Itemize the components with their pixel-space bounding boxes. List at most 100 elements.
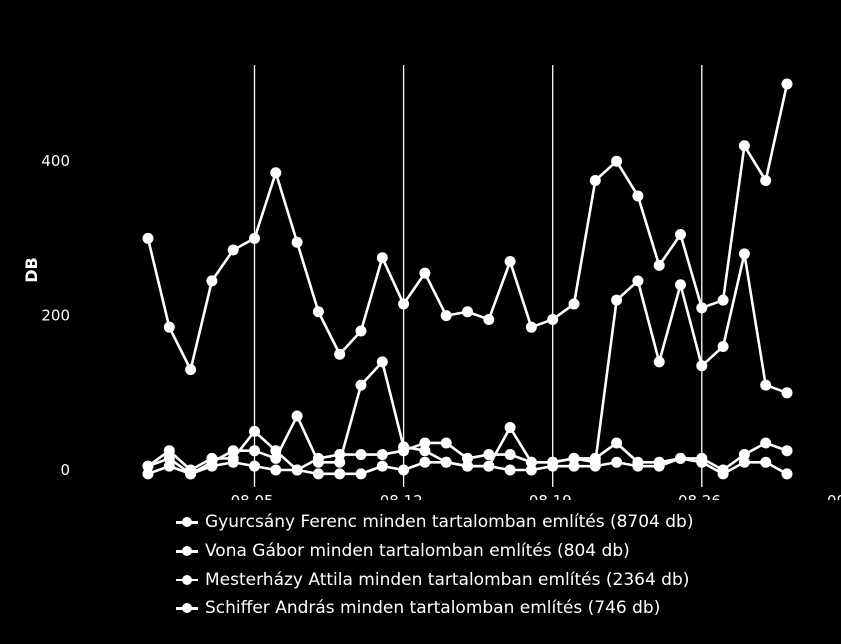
data-point: [675, 279, 686, 291]
y-axis-label: DB: [22, 257, 41, 282]
data-point: [142, 460, 154, 472]
data-point: [142, 232, 154, 244]
data-point: [483, 460, 495, 472]
data-point: [419, 437, 431, 449]
data-point: [291, 464, 303, 476]
legend-marker-icon: [176, 515, 198, 529]
x-tick-label: 08.05.: [231, 492, 279, 500]
data-point: [270, 167, 282, 179]
data-point: [312, 456, 324, 468]
data-point: [525, 456, 537, 468]
data-point: [525, 464, 537, 476]
line-chart: 08.05. 08.12. 08.19. 08.26. 09.02. 0 200 400 DB: [22, 65, 841, 510]
data-point: [781, 445, 793, 457]
data-point: [185, 468, 197, 480]
data-point: [376, 356, 388, 368]
data-point: [440, 456, 452, 468]
data-point: [227, 244, 239, 256]
data-point: [696, 456, 708, 468]
data-point: [760, 437, 772, 449]
data-point: [334, 468, 346, 480]
legend-marker-icon: [176, 573, 198, 587]
data-point: [163, 445, 175, 457]
data-point: [611, 456, 623, 468]
data-point: [717, 468, 729, 480]
data-point: [249, 232, 260, 244]
data-point: [334, 348, 346, 360]
data-point: [504, 422, 516, 434]
data-point: [163, 460, 175, 472]
data-point: [334, 456, 346, 468]
y-tick-label: 400: [41, 152, 70, 170]
data-point: [632, 190, 644, 202]
data-point: [611, 437, 623, 449]
data-point: [760, 175, 772, 186]
data-point: [185, 364, 197, 376]
data-point: [291, 236, 303, 248]
data-point: [398, 298, 410, 310]
data-point: [398, 441, 410, 453]
data-point: [270, 452, 282, 464]
data-point: [355, 449, 367, 461]
legend: Gyurcsány Ferenc minden tartalomban emlí…: [176, 508, 736, 623]
data-point: [675, 452, 686, 464]
data-point: [462, 452, 473, 464]
data-point: [355, 468, 367, 480]
data-point: [462, 306, 473, 318]
data-point: [440, 437, 452, 449]
y-tick-label: 0: [60, 461, 70, 479]
data-point: [376, 449, 388, 461]
data-point: [163, 452, 175, 464]
data-point: [227, 445, 239, 457]
data-point: [738, 140, 750, 152]
x-tick-label: 08.12.: [380, 492, 428, 500]
x-tick-label: 08.19.: [529, 492, 577, 500]
data-point: [483, 449, 495, 461]
data-point: [717, 294, 729, 306]
data-point: [398, 464, 410, 476]
data-point: [504, 464, 516, 476]
data-point: [675, 229, 686, 241]
data-point: [355, 325, 367, 337]
data-point: [568, 460, 580, 472]
data-point: [376, 252, 388, 264]
data-point: [142, 468, 154, 480]
chart-svg: 08.05. 08.12. 08.19. 08.26. 09.02. 0 200 400 DB: [22, 65, 841, 510]
data-point: [419, 267, 431, 279]
data-point: [291, 410, 303, 422]
data-point: [440, 310, 452, 322]
legend-marker-icon: [176, 601, 198, 615]
data-point: [696, 360, 708, 372]
data-point: [249, 445, 260, 457]
data-point: [419, 445, 431, 457]
legend-label: Vona Gábor minden tartalomban említés (8…: [205, 541, 630, 562]
data-point: [206, 460, 218, 472]
data-point: [206, 275, 218, 287]
data-point: [632, 460, 644, 472]
legend-label: Gyurcsány Ferenc minden tartalomban emlí…: [205, 512, 694, 533]
data-point: [717, 340, 729, 352]
data-point: [249, 460, 260, 472]
legend-label: Mesterházy Attila minden tartalomban eml…: [205, 569, 690, 590]
legend-item[interactable]: Gyurcsány Ferenc minden tartalomban emlí…: [176, 508, 736, 537]
legend-item[interactable]: Mesterházy Attila minden tartalomban eml…: [176, 565, 736, 594]
data-point: [249, 425, 260, 437]
data-point: [696, 302, 708, 314]
data-point: [611, 294, 623, 306]
legend-item[interactable]: Schiffer András minden tartalomban említ…: [176, 594, 736, 623]
data-point: [738, 248, 750, 260]
data-point: [376, 460, 388, 472]
data-point: [632, 275, 644, 287]
data-point: [355, 379, 367, 391]
data-point: [547, 313, 559, 325]
data-point: [760, 379, 772, 391]
data-point: [163, 321, 175, 333]
legend-marker-icon: [176, 544, 198, 558]
data-point: [504, 256, 516, 268]
data-point: [781, 468, 793, 480]
data-point: [589, 460, 601, 472]
data-point: [312, 468, 324, 480]
legend-item[interactable]: Vona Gábor minden tartalomban említés (8…: [176, 537, 736, 566]
data-point: [781, 78, 793, 90]
data-point: [312, 306, 324, 318]
